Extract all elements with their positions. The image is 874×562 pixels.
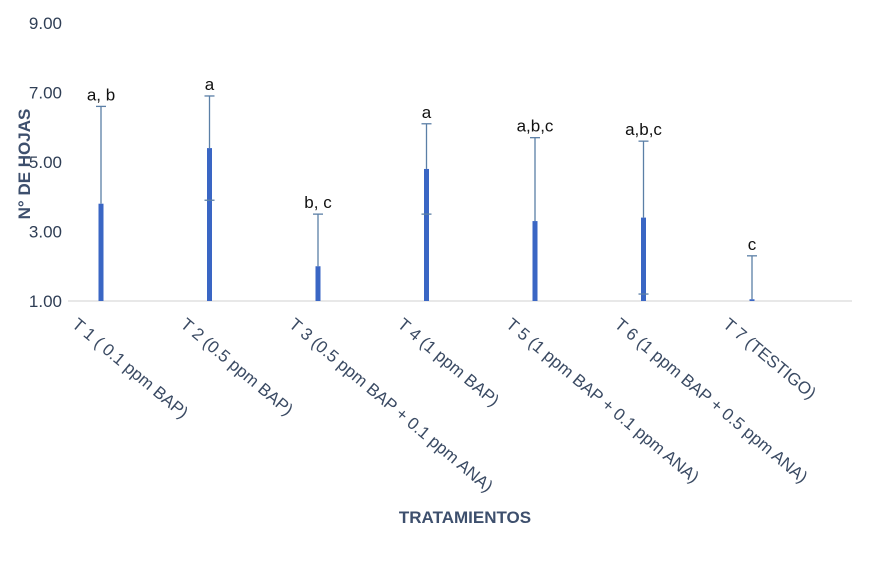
- y-axis-title: N° DE HOJAS: [15, 109, 34, 220]
- significance-label: a,b,c: [625, 120, 662, 139]
- x-axis-categories: T 1 ( 0.1 ppm BAP)T 2 (0.5 ppm BAP)T 3 (…: [68, 315, 819, 496]
- bar: [641, 217, 646, 301]
- x-tick-label: T 6 (1 ppm BAP + 0.5 ppm ANA): [611, 315, 811, 487]
- y-tick-label: 5.00: [29, 153, 62, 172]
- significance-labels: a, b a b, c a a,b,c a,b,c c: [87, 75, 757, 254]
- y-tick-label: 3.00: [29, 223, 62, 242]
- bar: [532, 221, 538, 301]
- x-tick-label: T 7 (TESTIGO): [719, 315, 819, 403]
- x-tick-label: T 5 (1 ppm BAP + 0.1 ppm ANA): [502, 315, 702, 487]
- bar: [207, 148, 212, 301]
- x-tick-label: T 2 (0.5 ppm BAP): [177, 315, 297, 420]
- y-tick-label: 7.00: [29, 84, 62, 103]
- bar: [98, 203, 104, 301]
- significance-label: a,b,c: [517, 117, 554, 136]
- significance-label: a, b: [87, 85, 115, 104]
- error-bars: [96, 95, 757, 300]
- significance-label: b, c: [304, 193, 332, 212]
- x-tick-label: T 3 (0.5 ppm BAP + 0.1 ppm ANA): [285, 315, 496, 496]
- significance-label: c: [748, 235, 757, 254]
- significance-label: a: [205, 75, 215, 94]
- bars: [98, 148, 755, 301]
- x-tick-label: T 4 (1 ppm BAP): [394, 315, 503, 411]
- significance-label: a: [422, 103, 432, 122]
- x-axis-title: TRATAMIENTOS: [399, 508, 531, 527]
- y-tick-label: 1.00: [29, 292, 62, 311]
- x-tick-label: T 1 ( 0.1 ppm BAP): [68, 315, 191, 423]
- bar: [315, 266, 321, 301]
- y-axis-ticks: 1.00 3.00 5.00 7.00 9.00: [29, 14, 62, 311]
- bar: [424, 168, 429, 301]
- bar: [749, 299, 755, 301]
- y-tick-label: 9.00: [29, 14, 62, 33]
